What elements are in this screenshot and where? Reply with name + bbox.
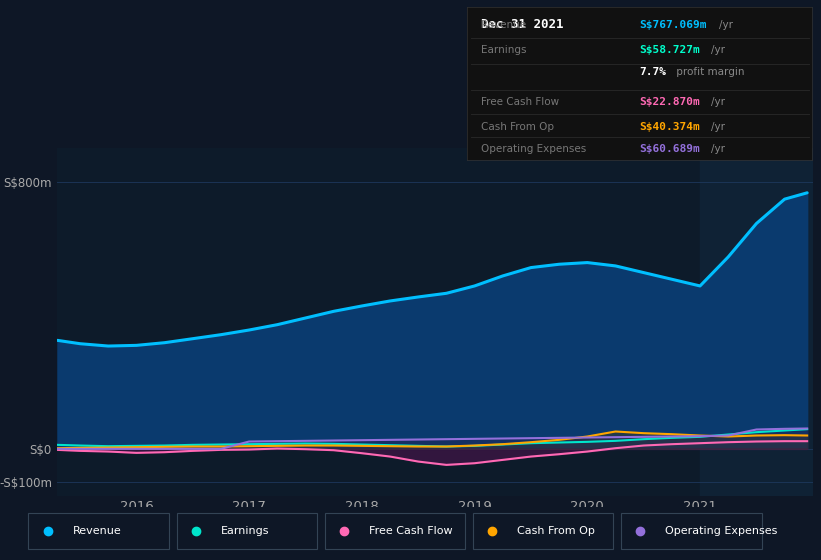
FancyBboxPatch shape — [325, 512, 466, 549]
FancyBboxPatch shape — [621, 512, 762, 549]
Text: Revenue: Revenue — [481, 20, 526, 30]
Text: /yr: /yr — [711, 144, 725, 154]
Text: Earnings: Earnings — [481, 45, 526, 55]
Text: Operating Expenses: Operating Expenses — [481, 144, 586, 154]
Text: Dec 31 2021: Dec 31 2021 — [481, 18, 563, 31]
Text: Operating Expenses: Operating Expenses — [665, 526, 777, 535]
Text: Free Cash Flow: Free Cash Flow — [481, 97, 559, 107]
Text: /yr: /yr — [711, 97, 725, 107]
Text: S$40.374m: S$40.374m — [640, 122, 700, 132]
Text: Cash From Op: Cash From Op — [481, 122, 554, 132]
Text: Earnings: Earnings — [221, 526, 269, 535]
Text: 7.7%: 7.7% — [640, 67, 667, 77]
Text: /yr: /yr — [711, 45, 725, 55]
Text: profit margin: profit margin — [673, 67, 745, 77]
Text: S$22.870m: S$22.870m — [640, 97, 700, 107]
Text: Revenue: Revenue — [72, 526, 122, 535]
FancyBboxPatch shape — [473, 512, 613, 549]
FancyBboxPatch shape — [29, 512, 169, 549]
FancyBboxPatch shape — [177, 512, 317, 549]
Bar — [700, 148, 821, 496]
Text: Cash From Op: Cash From Op — [517, 526, 595, 535]
Text: Free Cash Flow: Free Cash Flow — [369, 526, 452, 535]
Text: S$60.689m: S$60.689m — [640, 144, 700, 154]
Text: /yr: /yr — [719, 20, 733, 30]
Text: S$767.069m: S$767.069m — [640, 20, 707, 30]
Text: S$58.727m: S$58.727m — [640, 45, 700, 55]
Text: /yr: /yr — [711, 122, 725, 132]
